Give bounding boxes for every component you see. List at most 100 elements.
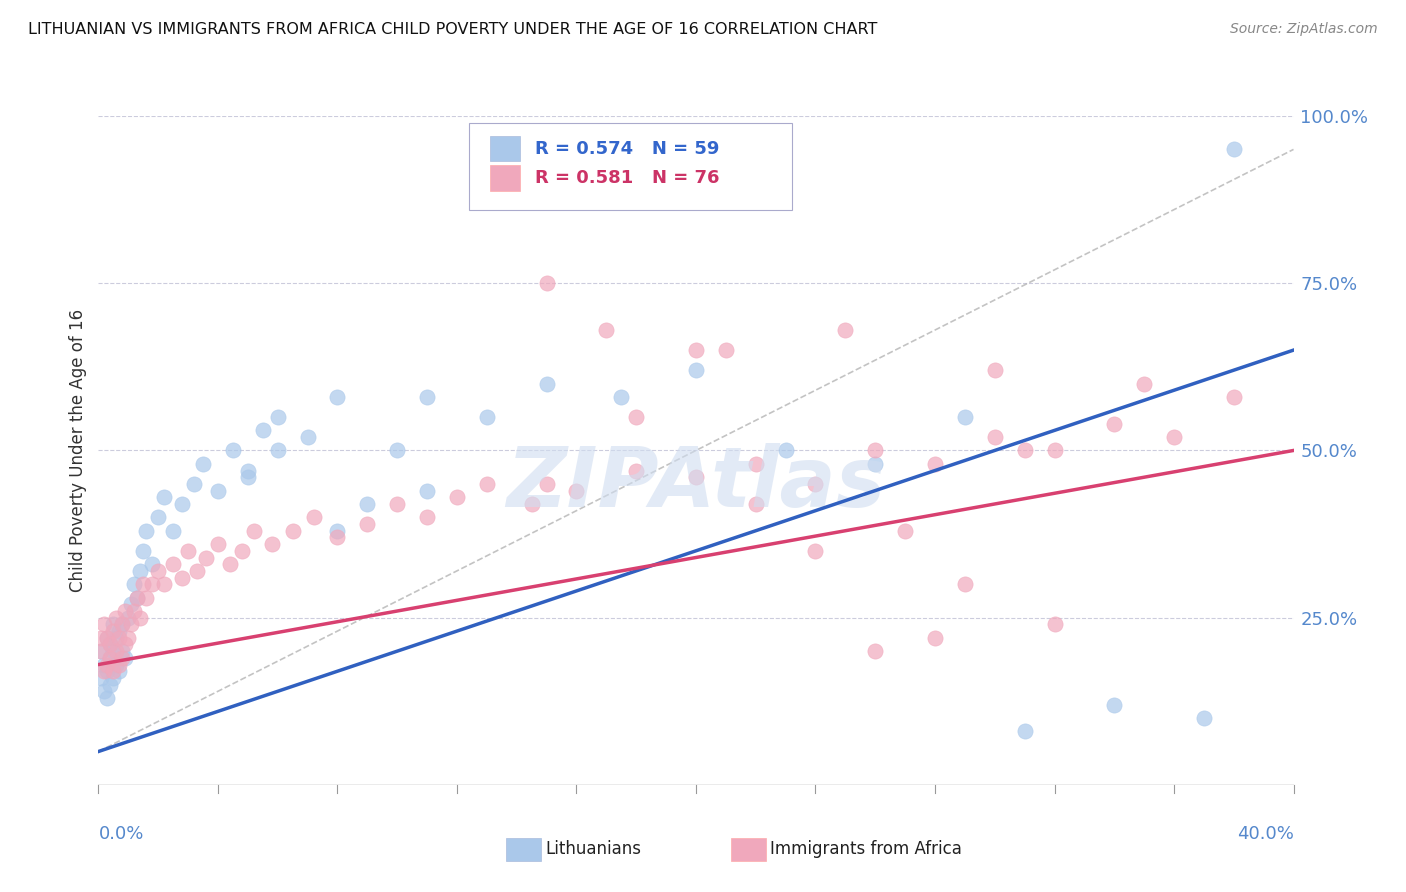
Point xyxy=(385,497,409,511)
Point xyxy=(135,591,157,605)
Point xyxy=(775,443,797,458)
Point xyxy=(243,524,266,538)
Point xyxy=(475,476,498,491)
Point xyxy=(114,651,136,665)
Point xyxy=(894,524,917,538)
Point xyxy=(924,631,946,645)
Point xyxy=(132,577,155,591)
Point xyxy=(1104,698,1126,712)
Text: ZIPAtlas: ZIPAtlas xyxy=(506,443,886,524)
Text: R = 0.574   N = 59: R = 0.574 N = 59 xyxy=(534,140,718,158)
Point xyxy=(984,363,1007,377)
Point xyxy=(219,557,242,572)
Point xyxy=(595,323,617,337)
Point xyxy=(865,644,887,658)
Point xyxy=(111,644,134,658)
Point xyxy=(183,476,205,491)
Point xyxy=(685,343,707,358)
Point xyxy=(108,664,131,679)
Point xyxy=(135,524,157,538)
Text: LITHUANIAN VS IMMIGRANTS FROM AFRICA CHILD POVERTY UNDER THE AGE OF 16 CORRELATI: LITHUANIAN VS IMMIGRANTS FROM AFRICA CHI… xyxy=(28,22,877,37)
Point xyxy=(105,611,128,625)
Point xyxy=(953,410,976,425)
Point xyxy=(162,524,184,538)
Point xyxy=(100,678,122,692)
Point xyxy=(124,604,146,618)
FancyBboxPatch shape xyxy=(491,136,520,161)
Point xyxy=(114,637,136,651)
Point xyxy=(100,637,122,651)
Point xyxy=(222,443,245,458)
Point xyxy=(172,571,194,585)
Point xyxy=(252,424,274,438)
Point xyxy=(610,390,633,404)
Point xyxy=(834,323,856,337)
Point xyxy=(207,537,229,551)
Point xyxy=(141,557,163,572)
Point xyxy=(267,410,290,425)
Point xyxy=(804,544,827,558)
Point xyxy=(745,497,768,511)
Point xyxy=(236,470,259,484)
Point xyxy=(120,617,142,632)
Point xyxy=(865,457,887,471)
Point xyxy=(565,483,588,498)
Point xyxy=(127,591,149,605)
Point xyxy=(100,637,122,651)
Point xyxy=(153,490,176,504)
Point xyxy=(326,390,349,404)
Point xyxy=(446,490,468,504)
Point xyxy=(302,510,325,524)
Point xyxy=(260,537,283,551)
Point xyxy=(90,644,112,658)
Point xyxy=(714,343,737,358)
Point xyxy=(90,631,112,645)
Point xyxy=(111,617,134,632)
Point xyxy=(536,476,558,491)
Point xyxy=(96,657,118,672)
Point xyxy=(1133,376,1156,391)
Point xyxy=(475,410,498,425)
Point xyxy=(536,376,558,391)
Point xyxy=(90,671,112,685)
Point xyxy=(153,577,176,591)
Point xyxy=(111,617,134,632)
Point xyxy=(141,577,163,591)
Point xyxy=(172,497,194,511)
Point xyxy=(186,564,208,578)
Point xyxy=(93,657,115,672)
Point xyxy=(326,530,349,544)
Point xyxy=(96,664,118,679)
Text: R = 0.581   N = 76: R = 0.581 N = 76 xyxy=(534,169,718,187)
Point xyxy=(385,443,409,458)
Text: 0.0%: 0.0% xyxy=(98,825,143,843)
Point xyxy=(1043,617,1066,632)
Point xyxy=(804,476,827,491)
Point xyxy=(520,497,543,511)
Y-axis label: Child Poverty Under the Age of 16: Child Poverty Under the Age of 16 xyxy=(69,309,87,592)
Point xyxy=(1014,443,1036,458)
Point xyxy=(93,617,115,632)
Point xyxy=(1043,443,1066,458)
Point xyxy=(100,651,122,665)
Point xyxy=(120,598,142,612)
Point xyxy=(356,516,378,531)
Point xyxy=(103,664,125,679)
Point xyxy=(416,483,439,498)
Point xyxy=(267,443,290,458)
Point xyxy=(108,631,131,645)
Point xyxy=(108,624,131,639)
Point xyxy=(105,644,128,658)
Point xyxy=(685,470,707,484)
Point xyxy=(103,644,125,658)
Point xyxy=(103,671,125,685)
Point xyxy=(626,464,648,478)
Point xyxy=(96,631,118,645)
Text: 40.0%: 40.0% xyxy=(1237,825,1294,843)
Point xyxy=(1192,711,1215,725)
Point xyxy=(326,524,349,538)
Point xyxy=(129,611,152,625)
Point xyxy=(177,544,200,558)
Point xyxy=(416,510,439,524)
Point xyxy=(626,410,648,425)
